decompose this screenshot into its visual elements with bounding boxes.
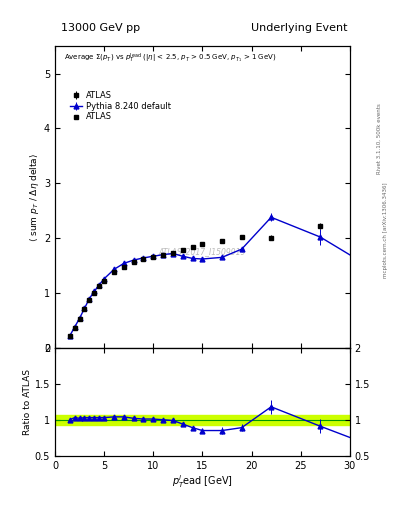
Y-axis label: $\langle$ sum $p_T$ / $\Delta\eta$ delta$\rangle$: $\langle$ sum $p_T$ / $\Delta\eta$ delta… [28, 153, 41, 242]
Text: mcplots.cern.ch [arXiv:1306.3436]: mcplots.cern.ch [arXiv:1306.3436] [383, 183, 387, 278]
Text: Rivet 3.1.10, 500k events: Rivet 3.1.10, 500k events [377, 103, 382, 174]
Text: Underlying Event: Underlying Event [251, 23, 348, 33]
Bar [55, 415, 350, 425]
Legend: ATLAS, Pythia 8.240 default, ATLAS: ATLAS, Pythia 8.240 default, ATLAS [68, 90, 173, 123]
Text: ATLAS_2017_I1509919: ATLAS_2017_I1509919 [159, 247, 246, 256]
Text: 13000 GeV pp: 13000 GeV pp [61, 23, 140, 33]
Text: Average $\Sigma(p_T)$ vs $p_T^{\rm lead}$ ($|\eta|$ < 2.5, $p_T$ > 0.5 GeV, $p_{: Average $\Sigma(p_T)$ vs $p_T^{\rm lead}… [64, 52, 276, 66]
X-axis label: $p_T^l{\rm ead}$ [GeV]: $p_T^l{\rm ead}$ [GeV] [172, 473, 233, 490]
Y-axis label: Ratio to ATLAS: Ratio to ATLAS [23, 369, 32, 435]
